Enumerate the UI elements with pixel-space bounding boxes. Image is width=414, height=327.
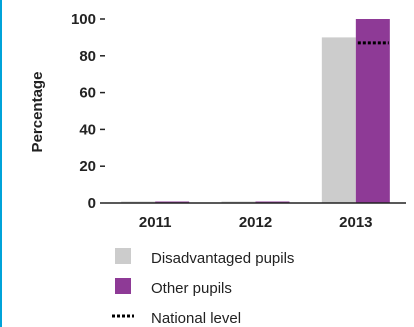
x-tick-label: 2012 <box>239 214 272 231</box>
bar-other-pupils-2013 <box>355 19 390 203</box>
y-tick-label: 20 <box>79 158 96 175</box>
legend-label: National level <box>151 310 241 327</box>
x-tick-label: 2011 <box>139 214 172 231</box>
y-tick-label: 80 <box>79 48 96 65</box>
legend-swatch <box>115 278 131 294</box>
y-tick-label: 60 <box>79 85 96 102</box>
bar-disadvantaged-pupils-2013 <box>321 37 356 204</box>
legend-label: Other pupils <box>151 280 232 297</box>
legend-swatch <box>115 248 131 264</box>
y-tick-label: 100 <box>71 11 96 28</box>
y-tick-label: 0 <box>88 195 96 212</box>
legend-label: Disadvantaged pupils <box>151 250 294 267</box>
x-tick-label: 2013 <box>339 214 372 231</box>
y-axis-label: Percentage <box>29 72 46 153</box>
y-tick-label: 40 <box>79 121 96 138</box>
